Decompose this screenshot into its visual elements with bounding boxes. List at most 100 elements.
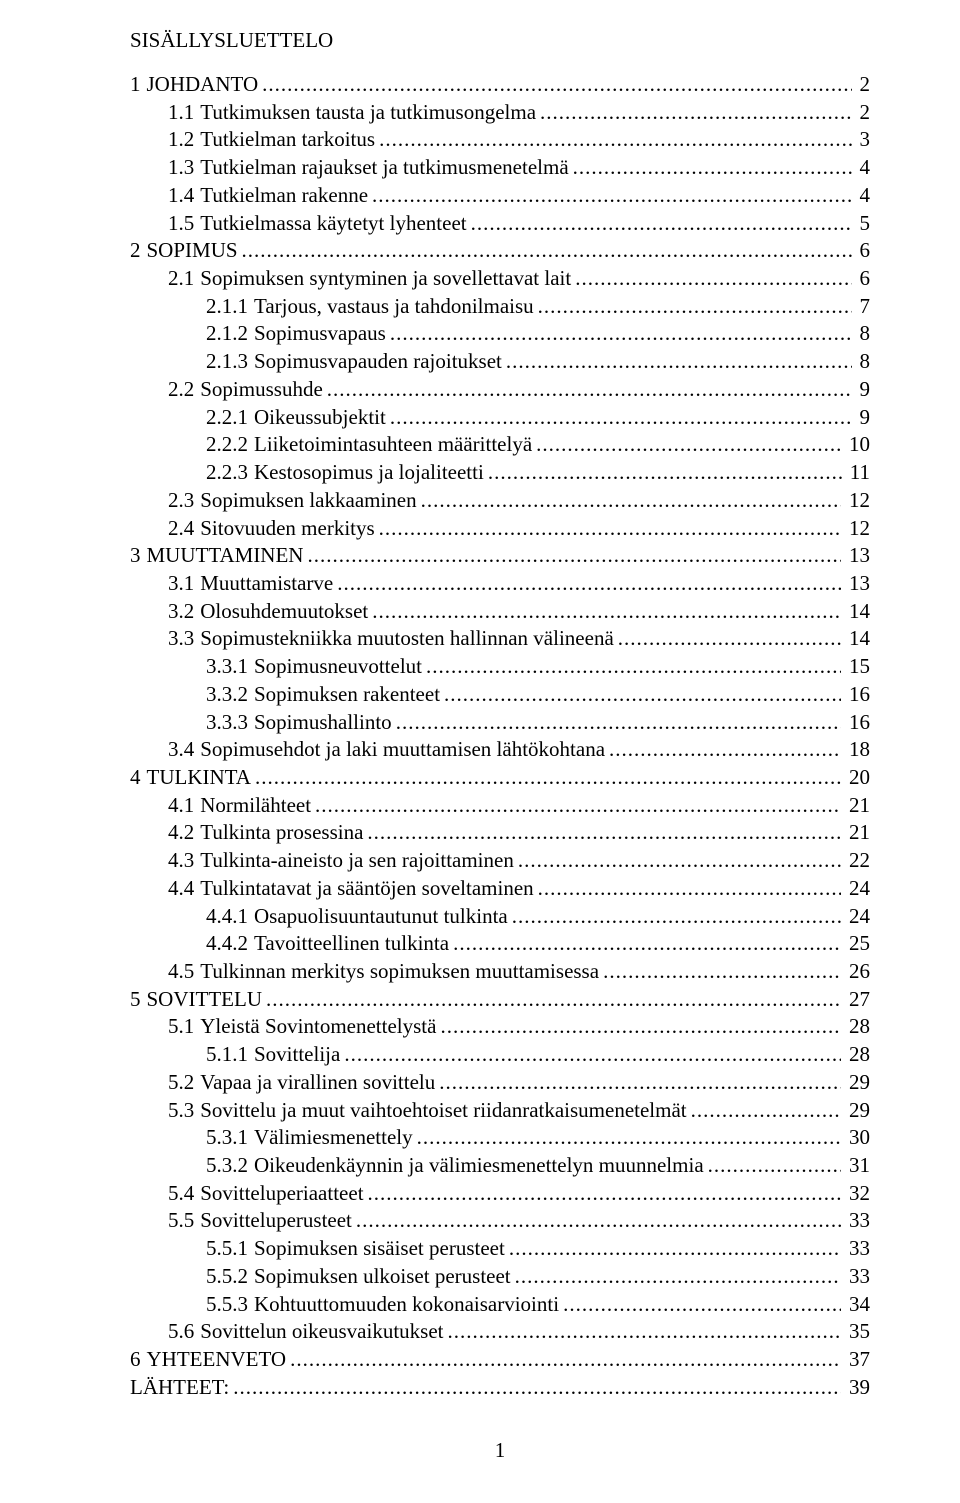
toc-entry: 1.1Tutkimuksen tausta ja tutkimusongelma… [130, 99, 870, 127]
toc-entry-number: 5.5.1 [206, 1235, 254, 1263]
toc-entry-label: Sitovuuden merkitys [200, 515, 374, 543]
toc-entry-label: TULKINTA [147, 764, 251, 792]
toc-entry: 1.3Tutkielman rajaukset ja tutkimusmenet… [130, 154, 870, 182]
toc-entry: 5.1Yleistä Sovintomenettelystä28 [130, 1013, 870, 1041]
toc-entry-number: 4.5 [168, 958, 200, 986]
toc-entry-number: 3.2 [168, 598, 200, 626]
toc-list: 1JOHDANTO21.1Tutkimuksen tausta ja tutki… [130, 71, 870, 1402]
toc-entry-label: Sopimusneuvottelut [254, 653, 422, 681]
toc-leader-dots [372, 182, 851, 210]
toc-entry: 3.2Olosuhdemuutokset14 [130, 598, 870, 626]
toc-entry-label: Sovittelun oikeusvaikutukset [200, 1318, 443, 1346]
toc-entry-label: Välimiesmenettely [254, 1124, 413, 1152]
toc-entry-page: 14 [845, 625, 870, 653]
toc-entry: 5.2Vapaa ja virallinen sovittelu29 [130, 1069, 870, 1097]
toc-entry-page: 8 [856, 320, 871, 348]
toc-entry-number: 5.5.2 [206, 1263, 254, 1291]
toc-entry-page: 11 [846, 459, 870, 487]
toc-leader-dots [255, 764, 841, 792]
toc-entry: 3.3.2Sopimuksen rakenteet16 [130, 681, 870, 709]
toc-entry-number: 5.5 [168, 1207, 200, 1235]
toc-entry-label: Sovitteluperusteet [200, 1207, 352, 1235]
toc-leader-dots [396, 709, 841, 737]
toc-entry-label: Tutkielman tarkoitus [200, 126, 375, 154]
toc-entry-label: Kohtuuttomuuden kokonaisarviointi [254, 1291, 559, 1319]
toc-leader-dots [379, 515, 841, 543]
toc-entry-page: 30 [845, 1124, 870, 1152]
toc-leader-dots [609, 736, 841, 764]
toc-entry-label: SOVITTELU [147, 986, 262, 1014]
toc-entry-label: Sopimuksen ulkoiset perusteet [254, 1263, 511, 1291]
document-page: SISÄLLYSLUETTELO 1JOHDANTO21.1Tutkimukse… [0, 0, 960, 1503]
toc-entry-number: 6 [130, 1346, 147, 1374]
toc-entry-page: 6 [856, 265, 871, 293]
toc-entry-number: 2.1.1 [206, 293, 254, 321]
toc-entry-page: 13 [845, 570, 870, 598]
toc-entry-number: 5.3.2 [206, 1152, 254, 1180]
toc-entry: 1.2Tutkielman tarkoitus3 [130, 126, 870, 154]
toc-leader-dots [426, 653, 841, 681]
toc-entry-page: 29 [845, 1097, 870, 1125]
toc-entry-page: 25 [845, 930, 870, 958]
toc-entry-label: Tutkielmassa käytetyt lyhenteet [200, 210, 466, 238]
toc-entry-label: Muuttamistarve [200, 570, 333, 598]
toc-entry-page: 15 [845, 653, 870, 681]
toc-entry-number: 3.3.3 [206, 709, 254, 737]
toc-entry-page: 39 [845, 1374, 870, 1402]
toc-entry-number: 1.2 [168, 126, 200, 154]
toc-entry-number: 1.5 [168, 210, 200, 238]
toc-entry-number: 2.3 [168, 487, 200, 515]
toc-entry-number: 2.1 [168, 265, 200, 293]
toc-entry-page: 22 [845, 847, 870, 875]
page-title: SISÄLLYSLUETTELO [130, 28, 870, 53]
toc-entry-label: Sopimuksen sisäiset perusteet [254, 1235, 505, 1263]
toc-entry: 3MUUTTAMINEN13 [130, 542, 870, 570]
toc-entry-label: Kestosopimus ja lojaliteetti [254, 459, 484, 487]
toc-entry-page: 26 [845, 958, 870, 986]
toc-entry: LÄHTEET:39 [130, 1374, 870, 1402]
toc-entry-number: 1.1 [168, 99, 200, 127]
toc-entry-page: 33 [845, 1235, 870, 1263]
toc-entry: 2.1.2Sopimusvapaus8 [130, 320, 870, 348]
toc-entry-number: 4.2 [168, 819, 200, 847]
toc-entry: 1.4Tutkielman rakenne4 [130, 182, 870, 210]
toc-entry: 3.1Muuttamistarve13 [130, 570, 870, 598]
toc-entry-page: 9 [856, 404, 871, 432]
toc-entry: 2.1.3Sopimusvapauden rajoitukset8 [130, 348, 870, 376]
toc-entry: 2.2Sopimussuhde9 [130, 376, 870, 404]
toc-entry-number: 2.1.3 [206, 348, 254, 376]
toc-entry-number: 4.4 [168, 875, 200, 903]
toc-entry-number: 5 [130, 986, 147, 1014]
toc-entry-label: YHTEENVETO [147, 1346, 287, 1374]
toc-leader-dots [379, 126, 851, 154]
toc-entry: 4.4Tulkintatavat ja sääntöjen soveltamin… [130, 875, 870, 903]
toc-entry-number: 5.5.3 [206, 1291, 254, 1319]
toc-entry: 4.3Tulkinta-aineisto ja sen rajoittamine… [130, 847, 870, 875]
toc-entry: 1JOHDANTO2 [130, 71, 870, 99]
toc-entry-label: Oikeussubjektit [254, 404, 386, 432]
toc-entry: 3.3Sopimustekniikka muutosten hallinnan … [130, 625, 870, 653]
toc-leader-dots [536, 431, 841, 459]
toc-entry: 5.3.2Oikeudenkäynnin ja välimiesmenettel… [130, 1152, 870, 1180]
toc-leader-dots [368, 1180, 841, 1208]
toc-entry-page: 10 [845, 431, 870, 459]
toc-entry: 5.6Sovittelun oikeusvaikutukset35 [130, 1318, 870, 1346]
toc-entry: 4.2Tulkinta prosessina21 [130, 819, 870, 847]
toc-entry-number: 2.4 [168, 515, 200, 543]
toc-entry-label: Olosuhdemuutokset [200, 598, 368, 626]
toc-leader-dots [315, 792, 841, 820]
toc-entry-number: 2.2.3 [206, 459, 254, 487]
toc-entry-number: 5.4 [168, 1180, 200, 1208]
toc-entry: 2.2.2Liiketoimintasuhteen määrittelyä10 [130, 431, 870, 459]
toc-entry-label: Tulkinnan merkitys sopimuksen muuttamise… [200, 958, 599, 986]
toc-leader-dots [327, 376, 852, 404]
toc-leader-dots [417, 1124, 841, 1152]
toc-entry: 3.4Sopimusehdot ja laki muuttamisen läht… [130, 736, 870, 764]
toc-entry-number: 5.2 [168, 1069, 200, 1097]
toc-entry: 4.1Normilähteet21 [130, 792, 870, 820]
toc-leader-dots [233, 1374, 841, 1402]
toc-leader-dots [506, 348, 852, 376]
toc-entry-number: 3.3.2 [206, 681, 254, 709]
toc-leader-dots [488, 459, 842, 487]
toc-entry-label: Tutkielman rakenne [200, 182, 368, 210]
